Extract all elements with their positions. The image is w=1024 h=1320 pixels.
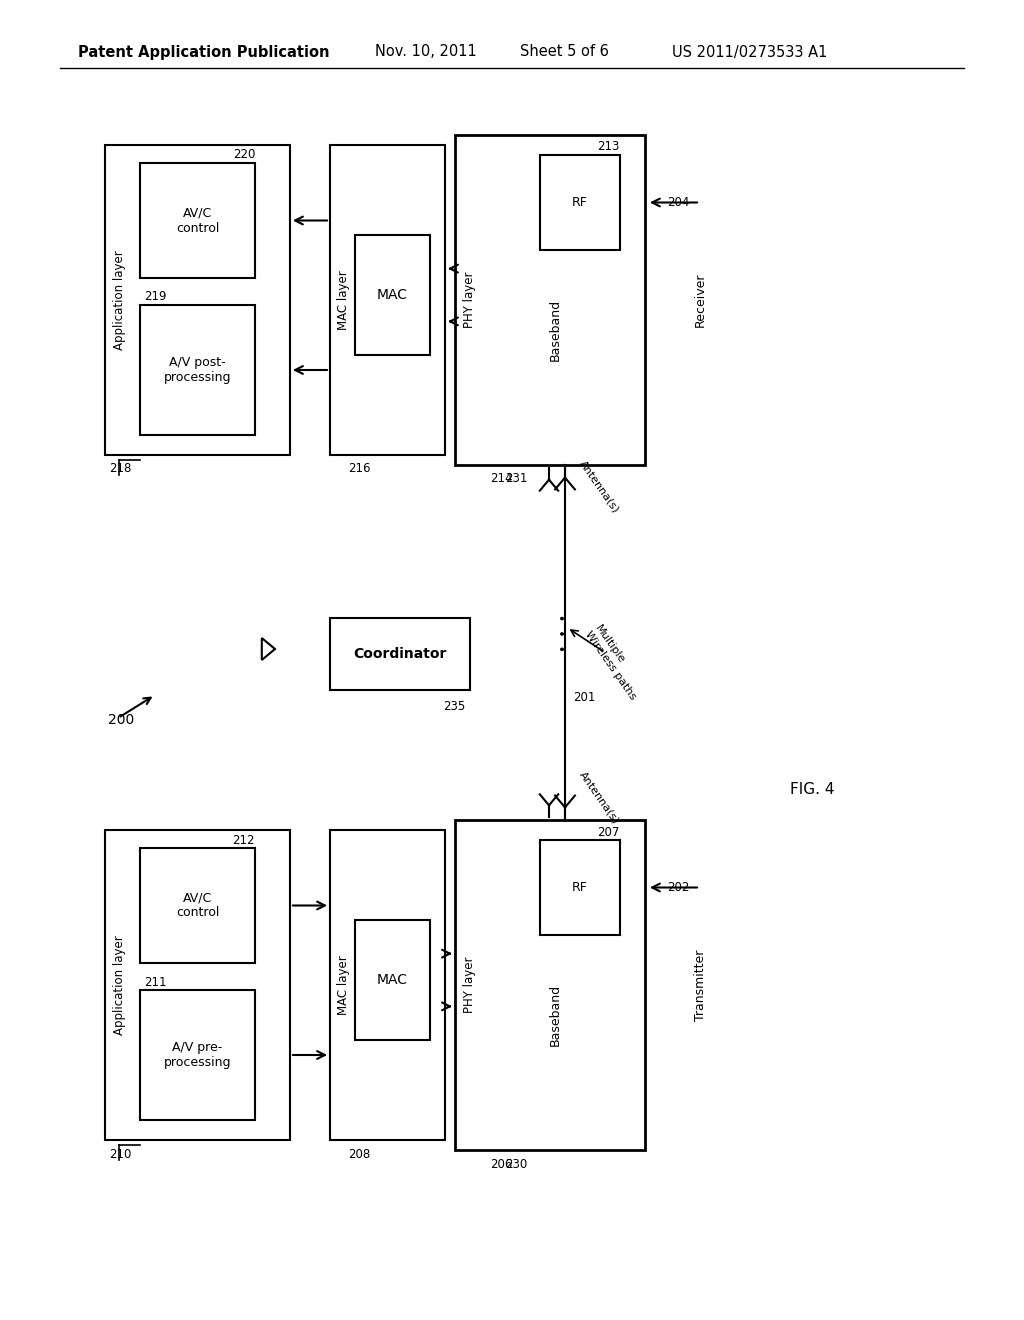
Text: Nov. 10, 2011: Nov. 10, 2011 — [375, 45, 477, 59]
Bar — [455, 820, 645, 1150]
Text: 213: 213 — [598, 140, 620, 153]
Bar — [330, 830, 445, 1140]
Bar — [330, 618, 470, 690]
Text: 202: 202 — [667, 880, 689, 894]
Bar — [140, 990, 255, 1119]
Bar — [455, 135, 645, 465]
Bar — [355, 235, 430, 355]
Text: US 2011/0273533 A1: US 2011/0273533 A1 — [672, 45, 827, 59]
Bar — [140, 305, 255, 436]
Text: •  •  •: • • • — [558, 614, 571, 652]
Text: MAC layer: MAC layer — [338, 956, 350, 1015]
Text: Patent Application Publication: Patent Application Publication — [78, 45, 330, 59]
Bar — [105, 830, 290, 1140]
Bar — [355, 920, 430, 1040]
Text: 230: 230 — [505, 1158, 527, 1171]
Bar — [105, 145, 290, 455]
Text: 211: 211 — [144, 975, 167, 989]
Text: PHY layer: PHY layer — [463, 272, 475, 329]
Text: 214: 214 — [490, 473, 512, 486]
Text: RF: RF — [572, 880, 588, 894]
Bar — [330, 145, 445, 455]
Text: Antenna(s): Antenna(s) — [577, 459, 621, 515]
Text: 210: 210 — [109, 1147, 131, 1160]
Polygon shape — [262, 638, 275, 660]
Text: Multiple
Wireless paths: Multiple Wireless paths — [583, 623, 647, 702]
Bar — [140, 162, 255, 279]
Text: 208: 208 — [348, 1147, 371, 1160]
Text: 219: 219 — [144, 290, 167, 304]
Text: MAC: MAC — [377, 973, 408, 987]
Text: 207: 207 — [598, 825, 620, 838]
Text: Receiver: Receiver — [693, 273, 707, 327]
Text: A/V post-
processing: A/V post- processing — [164, 356, 231, 384]
Text: AV/C
control: AV/C control — [176, 891, 219, 920]
Text: FIG. 4: FIG. 4 — [790, 783, 835, 797]
Bar — [140, 847, 255, 964]
Text: A/V pre-
processing: A/V pre- processing — [164, 1041, 231, 1069]
Text: 220: 220 — [232, 149, 255, 161]
Text: RF: RF — [572, 195, 588, 209]
Text: MAC: MAC — [377, 288, 408, 302]
Bar — [540, 154, 620, 249]
Text: Sheet 5 of 6: Sheet 5 of 6 — [520, 45, 609, 59]
Text: 212: 212 — [232, 833, 255, 846]
Text: 204: 204 — [667, 195, 689, 209]
Text: AV/C
control: AV/C control — [176, 206, 219, 235]
Text: 206: 206 — [490, 1158, 512, 1171]
Text: Baseband: Baseband — [549, 298, 561, 362]
Text: Coordinator: Coordinator — [353, 647, 446, 661]
Text: 216: 216 — [348, 462, 371, 475]
Text: Application layer: Application layer — [113, 935, 126, 1035]
Text: Antenna(s): Antenna(s) — [577, 770, 621, 826]
Text: MAC layer: MAC layer — [338, 271, 350, 330]
Text: 218: 218 — [109, 462, 131, 475]
Text: 201: 201 — [573, 690, 595, 704]
Text: PHY layer: PHY layer — [463, 957, 475, 1014]
Bar — [540, 840, 620, 935]
Text: Baseband: Baseband — [549, 983, 561, 1045]
Text: Transmitter: Transmitter — [693, 949, 707, 1020]
Text: Application layer: Application layer — [113, 249, 126, 350]
Text: 231: 231 — [505, 473, 527, 486]
Text: 200: 200 — [108, 713, 134, 727]
Text: 235: 235 — [442, 700, 465, 713]
